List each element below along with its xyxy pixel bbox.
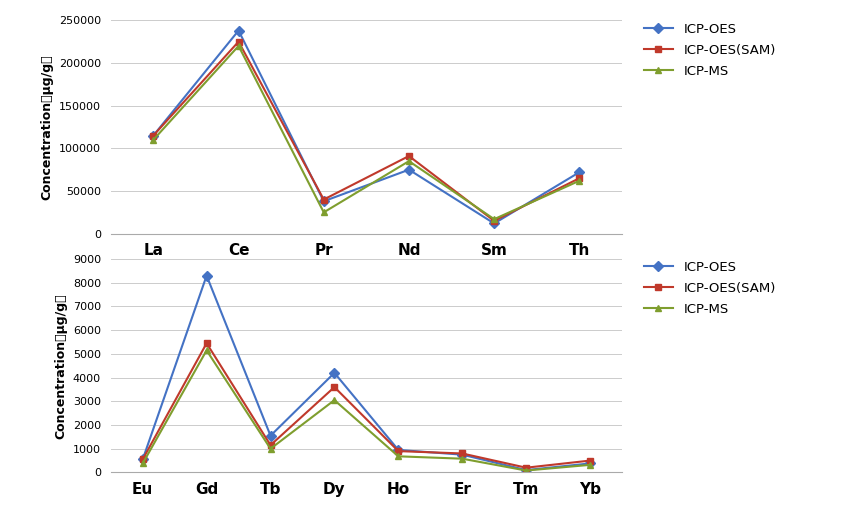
ICP-MS [233,43,244,49]
Y-axis label: Concentration（μg/g）: Concentration（μg/g） [55,293,67,438]
ICP-OES(SAM) [138,456,148,462]
ICP-MS [404,158,414,164]
ICP-OES(SAM) [585,458,596,464]
ICP-OES [202,273,212,279]
ICP-MS [489,216,499,222]
Legend: ICP-OES, ICP-OES(SAM), ICP-MS: ICP-OES, ICP-OES(SAM), ICP-MS [644,262,776,316]
ICP-MS [266,446,276,452]
ICP-OES(SAM) [489,218,499,224]
ICP-OES(SAM) [233,39,244,45]
ICP-OES [329,370,339,376]
ICP-OES [148,133,158,139]
ICP-OES [233,27,244,34]
ICP-MS [319,209,329,215]
ICP-OES [521,467,532,473]
Line: ICP-MS: ICP-MS [139,347,594,474]
ICP-OES [319,198,329,204]
ICP-MS [138,460,148,466]
ICP-MS [585,462,596,468]
ICP-OES(SAM) [329,384,339,390]
ICP-OES(SAM) [148,133,158,139]
Y-axis label: Concentration（μg/g）: Concentration（μg/g） [40,54,54,200]
ICP-MS [202,347,212,354]
ICP-MS [394,453,404,459]
ICP-MS [148,137,158,143]
Line: ICP-OES: ICP-OES [139,272,594,473]
ICP-OES(SAM) [404,153,414,159]
ICP-OES(SAM) [394,448,404,454]
ICP-MS [574,178,584,184]
Line: ICP-OES(SAM): ICP-OES(SAM) [150,38,583,225]
ICP-MS [458,456,468,462]
ICP-MS [329,397,339,403]
ICP-MS [521,467,532,473]
ICP-OES(SAM) [574,175,584,181]
ICP-OES [394,447,404,453]
ICP-OES(SAM) [266,442,276,448]
ICP-OES(SAM) [319,197,329,203]
Legend: ICP-OES, ICP-OES(SAM), ICP-MS: ICP-OES, ICP-OES(SAM), ICP-MS [644,23,776,78]
ICP-OES [404,167,414,173]
ICP-OES [266,433,276,439]
Line: ICP-OES(SAM): ICP-OES(SAM) [139,340,594,471]
ICP-OES(SAM) [458,451,468,457]
ICP-OES [458,452,468,458]
ICP-OES(SAM) [202,340,212,346]
ICP-OES [585,460,596,466]
ICP-OES(SAM) [521,465,532,471]
ICP-OES [574,169,584,175]
Line: ICP-MS: ICP-MS [150,43,583,223]
ICP-OES [489,220,499,227]
ICP-OES [138,456,148,462]
Line: ICP-OES: ICP-OES [150,27,583,227]
